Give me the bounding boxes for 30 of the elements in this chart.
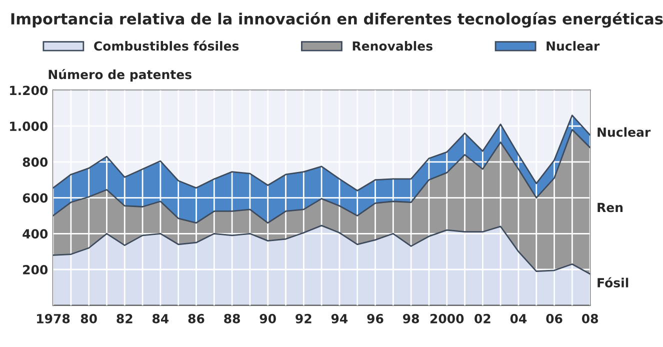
y-tick-label: 600 (22, 193, 48, 203)
x-tick-label: 92 (296, 314, 312, 324)
x-tick-label: 82 (116, 314, 132, 324)
y-tick-label: 800 (22, 157, 48, 167)
x-tick-label: 80 (80, 314, 97, 324)
x-tick-label: 96 (367, 314, 384, 324)
x-tick-label: 86 (188, 314, 204, 324)
x-tick-label: 90 (260, 314, 276, 324)
x-tick-label: 04 (510, 314, 527, 324)
x-tick-label: 02 (474, 314, 490, 324)
text: Nuclear (598, 127, 651, 137)
legend-label: Renovables (352, 41, 432, 51)
y-tick-label: 400 (22, 229, 48, 239)
x-tick-label: 2000 (430, 314, 464, 324)
y-tick-label: 200 (23, 264, 48, 274)
y-tick-label: 1.200 (10, 86, 48, 96)
x-tick-label: 84 (152, 314, 169, 324)
y-axis-title: Número de patentes (48, 69, 192, 82)
text: Ren (598, 202, 623, 212)
x-tick-label: 08 (582, 314, 598, 324)
x-tick-label: 1978 (37, 314, 70, 324)
text: Fósil (598, 277, 628, 288)
chart-title: Importancia relativa de la innovación en diferentes tecnologías energéticas (11, 12, 663, 28)
x-tick-label: 88 (224, 314, 240, 324)
legend-label: Nuclear (546, 41, 600, 51)
x-tick-label: 98 (403, 314, 419, 324)
legend-label: Combustibles fósiles (94, 40, 239, 51)
y-tick-label: 1.000 (10, 122, 48, 132)
x-tick-label: 06 (546, 314, 562, 324)
x-tick-label: 94 (331, 314, 348, 324)
